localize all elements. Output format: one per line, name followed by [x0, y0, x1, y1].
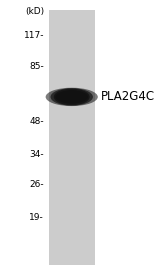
Text: 85-: 85-: [29, 63, 44, 71]
Text: 48-: 48-: [29, 117, 44, 126]
Text: 19-: 19-: [29, 213, 44, 221]
Text: 26-: 26-: [29, 180, 44, 189]
Ellipse shape: [46, 88, 98, 106]
Text: 117-: 117-: [23, 31, 44, 40]
Ellipse shape: [55, 90, 88, 103]
Text: 34-: 34-: [29, 150, 44, 159]
Text: PLA2G4C: PLA2G4C: [101, 90, 155, 103]
Ellipse shape: [59, 90, 85, 103]
Bar: [49, 10, 95, 265]
Ellipse shape: [54, 89, 90, 105]
Ellipse shape: [51, 88, 93, 106]
Text: (kD): (kD): [25, 7, 44, 16]
